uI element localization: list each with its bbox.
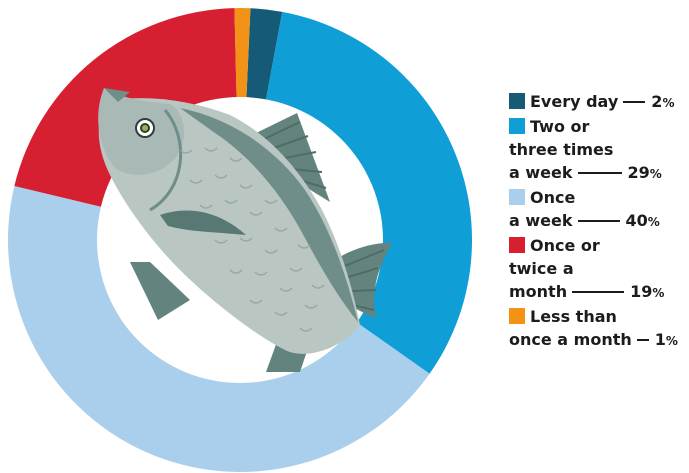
legend-item: Once or twice a month 19% <box>509 234 687 305</box>
legend-line: Once <box>509 186 687 209</box>
legend-label: Once <box>530 188 576 207</box>
legend-line: twice a <box>509 257 687 280</box>
legend-percent: 29% <box>627 163 662 182</box>
fish-dorsal-fin-ribs <box>261 121 327 189</box>
legend-line: Every day 2% <box>509 90 687 115</box>
legend-label: Once or <box>530 236 600 255</box>
legend-line: month 19% <box>509 280 687 305</box>
fish-pelvic-fin <box>130 262 190 320</box>
legend-leader-rule <box>577 220 620 222</box>
legend-leader-rule <box>623 101 646 103</box>
legend-line: Once or <box>509 234 687 257</box>
legend-label: Every day <box>530 92 619 111</box>
legend-item: Once a week 40% <box>509 186 687 234</box>
chart-legend: Every day 2% Two or three times a week 29% Onc… <box>509 90 687 353</box>
legend-line: Less than <box>509 305 687 328</box>
legend-percent: 2% <box>651 92 675 111</box>
fish-pectoral-fin <box>160 210 246 235</box>
legend-swatch <box>509 189 525 205</box>
legend-item: Every day 2% <box>509 90 687 115</box>
legend-percent: 1% <box>654 330 678 349</box>
fish-illustration <box>98 88 392 372</box>
legend-label: Two or <box>530 117 590 136</box>
fish-scales <box>179 147 325 332</box>
legend-label: Less than <box>530 307 617 326</box>
legend-line: once a month 1% <box>509 328 687 353</box>
legend-swatch <box>509 237 525 253</box>
legend-label: a week <box>509 163 573 182</box>
fish-eye-iris <box>142 125 148 131</box>
fish-tail-ribs <box>329 249 385 311</box>
legend-percent: 19% <box>630 282 665 301</box>
legend-leader-rule <box>577 172 622 174</box>
legend-swatch <box>509 118 525 134</box>
legend-label: twice a <box>509 259 574 278</box>
legend-label: month <box>509 282 568 301</box>
legend-leader-rule <box>572 291 625 293</box>
legend-leader-rule <box>636 339 649 341</box>
legend-label: three times <box>509 140 614 159</box>
legend-label: a week <box>509 211 573 230</box>
legend-line: a week 29% <box>509 161 687 186</box>
legend-swatch <box>509 308 525 324</box>
legend-label: once a month <box>509 330 632 349</box>
legend-line: three times <box>509 138 687 161</box>
legend-line: a week 40% <box>509 209 687 234</box>
legend-percent: 40% <box>625 211 660 230</box>
legend-item: Less than once a month 1% <box>509 305 687 353</box>
legend-line: Two or <box>509 115 687 138</box>
legend-item: Two or three times a week 29% <box>509 115 687 186</box>
legend-swatch <box>509 93 525 109</box>
fish-gill <box>149 109 183 212</box>
fish-mouth <box>104 88 130 102</box>
